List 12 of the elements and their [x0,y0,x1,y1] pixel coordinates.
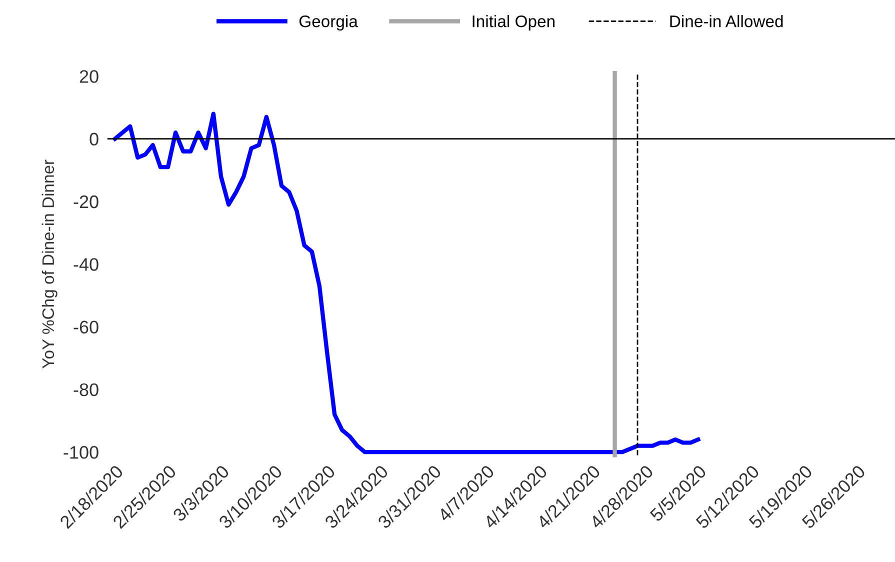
y-tick-label: -20 [74,195,98,208]
y-tick-label: 0 [90,132,98,146]
y-tick-label: -60 [74,320,98,334]
line-series [112,112,700,454]
y-tick-label: -80 [74,383,98,396]
legend-label: Initial Open [472,15,554,31]
legend-label: Dine-in Allowed [670,15,783,28]
y-tick-label: -100 [64,446,98,459]
y-tick-label: 20 [80,70,98,83]
legend-label: Georgia [299,15,358,31]
y-tick-label: -40 [74,258,98,271]
y-axis-title: YoY %Chg of Dine-in Dinner [42,160,58,368]
